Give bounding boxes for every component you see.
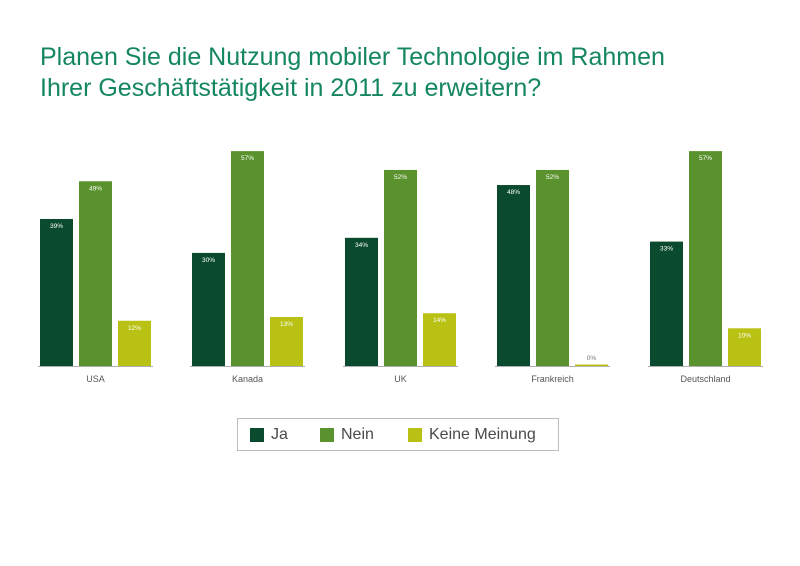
legend-swatch-keine-meinung bbox=[408, 427, 422, 442]
legend-label-ja: Ja bbox=[271, 425, 288, 443]
value-label-keine-meinung-kanada: 13% bbox=[280, 321, 293, 328]
category-label-kanada: Kanada bbox=[232, 374, 263, 384]
bar-keine-meinung-deutschland bbox=[728, 328, 761, 366]
bar-nein-uk bbox=[384, 169, 417, 366]
legend-item-ja: Ja bbox=[250, 419, 288, 450]
value-label-ja-uk: 34% bbox=[355, 242, 368, 249]
value-label-ja-kanada: 30% bbox=[202, 257, 215, 264]
bar-nein-deutschland bbox=[689, 151, 722, 366]
bar-nein-frankreich bbox=[536, 169, 569, 366]
bar-keine-meinung-usa bbox=[118, 320, 151, 366]
chart-legend: Ja Nein Keine Meinung bbox=[237, 418, 559, 451]
bar-keine-meinung-frankreich bbox=[575, 364, 608, 366]
value-label-keine-meinung-uk: 14% bbox=[433, 317, 446, 324]
legend-swatch-ja bbox=[250, 427, 264, 442]
value-label-nein-usa: 49% bbox=[89, 185, 102, 192]
value-label-nein-kanada: 57% bbox=[241, 155, 254, 162]
value-label-keine-meinung-deutschland: 10% bbox=[738, 332, 751, 339]
category-label-uk: UK bbox=[394, 374, 407, 384]
value-label-ja-usa: 39% bbox=[50, 223, 63, 230]
category-label-usa: USA bbox=[86, 374, 105, 384]
value-label-keine-meinung-usa: 12% bbox=[128, 325, 141, 332]
bar-ja-kanada bbox=[192, 252, 225, 366]
value-label-ja-deutschland: 33% bbox=[660, 246, 673, 253]
chart-title-line-2: Ihrer Geschäftstätigkeit in 2011 zu erwe… bbox=[40, 74, 542, 102]
bar-ja-uk bbox=[345, 237, 378, 366]
category-label-deutschland: Deutschland bbox=[680, 374, 730, 384]
bar-ja-deutschland bbox=[650, 241, 683, 366]
legend-item-keine-meinung: Keine Meinung bbox=[408, 419, 536, 450]
chart-title-line-1: Planen Sie die Nutzung mobiler Technolog… bbox=[40, 43, 665, 71]
bar-keine-meinung-uk bbox=[423, 313, 456, 366]
category-label-frankreich: Frankreich bbox=[531, 374, 574, 384]
value-label-nein-deutschland: 57% bbox=[699, 155, 712, 162]
legend-swatch-nein bbox=[320, 427, 334, 442]
bar-ja-frankreich bbox=[497, 185, 530, 366]
value-label-ja-frankreich: 48% bbox=[507, 189, 520, 196]
value-label-keine-meinung-frankreich: 0% bbox=[587, 355, 597, 362]
bar-keine-meinung-kanada bbox=[270, 316, 303, 366]
bar-nein-kanada bbox=[231, 151, 264, 366]
legend-label-nein: Nein bbox=[341, 425, 374, 443]
legend-item-nein: Nein bbox=[320, 419, 374, 450]
bar-ja-usa bbox=[40, 218, 73, 366]
value-label-nein-uk: 52% bbox=[394, 174, 407, 181]
value-label-nein-frankreich: 52% bbox=[546, 174, 559, 181]
chart-title: Planen Sie die Nutzung mobiler Technolog… bbox=[40, 42, 780, 104]
bar-nein-usa bbox=[79, 181, 112, 366]
legend-label-keine-meinung: Keine Meinung bbox=[429, 425, 536, 443]
